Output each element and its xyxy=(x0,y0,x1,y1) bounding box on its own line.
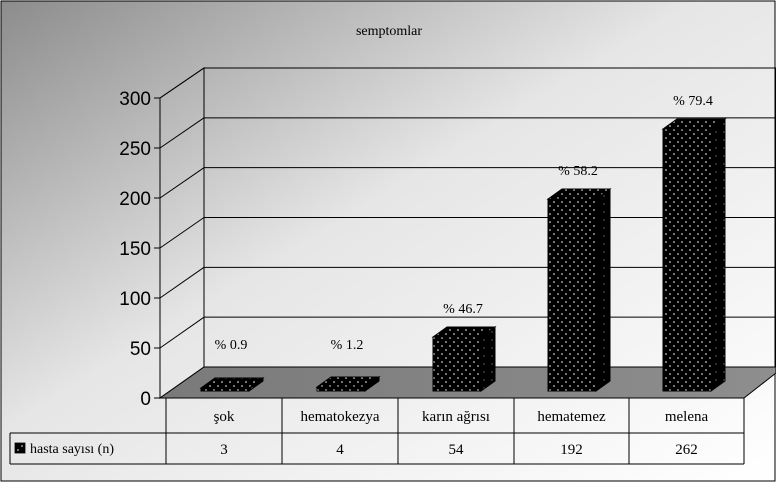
y-axis: 0 50 100 150 200 250 300 xyxy=(119,89,161,410)
bar xyxy=(661,118,727,392)
data-label: % 79.4 xyxy=(673,94,713,109)
data-label: % 58.2 xyxy=(558,164,598,179)
bar-front xyxy=(547,198,597,392)
gridline-side xyxy=(159,266,205,299)
table-value: 4 xyxy=(336,442,344,458)
y-tick-label: 150 xyxy=(119,239,151,260)
bar-side xyxy=(710,118,726,392)
bars xyxy=(199,118,727,392)
y-tick-label: 100 xyxy=(119,289,151,310)
bar xyxy=(315,376,381,392)
legend-key xyxy=(14,442,26,454)
category-label: melena xyxy=(665,409,709,425)
gridlines xyxy=(159,67,776,349)
bar xyxy=(431,326,497,392)
table-value: 54 xyxy=(449,442,465,458)
data-label: % 0.9 xyxy=(215,338,248,353)
table-value: 262 xyxy=(675,442,698,458)
gridline-side xyxy=(159,316,205,349)
data-label: % 46.7 xyxy=(443,302,483,317)
data-labels: % 0.9 % 1.2 % 46.7 % 58.2 % 79.4 xyxy=(215,94,713,353)
category-label: hematemez xyxy=(537,409,606,425)
category-label: hematokezya xyxy=(300,409,379,425)
gridline-side xyxy=(159,167,205,199)
legend-series-name: hasta sayısı (n) xyxy=(30,442,114,457)
chart-title: semptomlar xyxy=(356,24,422,39)
y-tick-label: 300 xyxy=(119,89,151,110)
bar-front xyxy=(316,386,366,392)
data-table: şok 3 hematokezya 4 karın ağrısı 54 hematemez 1… xyxy=(9,397,745,465)
bar xyxy=(546,188,612,392)
bar-front xyxy=(662,128,712,392)
gridline-side xyxy=(159,67,205,99)
table-value: 192 xyxy=(560,442,583,458)
gridline-side xyxy=(159,117,205,149)
bar xyxy=(199,377,265,392)
bar-side xyxy=(595,188,611,392)
gridline-side xyxy=(159,217,205,249)
table-value: 3 xyxy=(220,442,228,458)
y-tick-label: 250 xyxy=(119,139,151,160)
category-label: karın ağrısı xyxy=(422,409,490,425)
category-label: şok xyxy=(214,409,235,425)
bar-side xyxy=(480,326,496,392)
y-tick-label: 50 xyxy=(130,339,151,360)
bar-front xyxy=(200,387,250,392)
y-tick-label: 0 xyxy=(140,389,151,410)
data-label: % 1.2 xyxy=(331,338,364,353)
y-tick-label: 200 xyxy=(119,189,151,210)
bar-front xyxy=(432,336,482,392)
